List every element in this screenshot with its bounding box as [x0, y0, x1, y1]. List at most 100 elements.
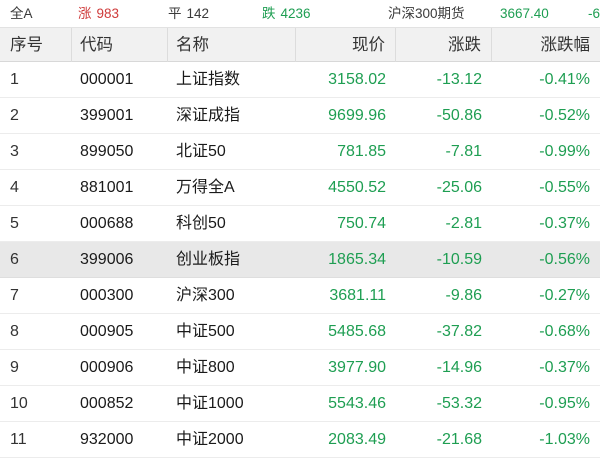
advancers-label: 涨: [78, 6, 92, 21]
cell-price: 2083.49: [328, 430, 386, 448]
cell-price: 3158.02: [328, 70, 386, 88]
cell-index: 4: [10, 178, 19, 196]
column-header-index[interactable]: 序号: [0, 27, 72, 62]
cell-code: 899050: [80, 142, 134, 160]
cell-code: 000001: [80, 70, 134, 88]
cell-index: 7: [10, 286, 19, 304]
cell-change: -50.86: [436, 106, 482, 124]
cell-percent: -0.55%: [539, 178, 590, 196]
column-header-price[interactable]: 现价: [296, 27, 396, 62]
cell-code: 000905: [80, 322, 134, 340]
futures-change: -6: [588, 6, 600, 21]
decliners-label: 跌: [262, 6, 276, 21]
cell-code: 881001: [80, 178, 134, 196]
cell-percent: -0.41%: [539, 70, 590, 88]
cell-name: 北证50: [176, 142, 226, 160]
futures-value: 3667.40: [500, 6, 549, 21]
cell-price: 1865.34: [328, 250, 386, 268]
table-row[interactable]: 1 000001 上证指数 3158.02 -13.12 -0.41%: [0, 62, 600, 98]
decliners-count: 4236: [280, 6, 311, 21]
cell-percent: -0.37%: [539, 358, 590, 376]
cell-code: 000688: [80, 214, 134, 232]
cell-change: -2.81: [445, 214, 482, 232]
cell-name: 万得全A: [176, 178, 235, 196]
column-header-percent[interactable]: 涨跌幅: [540, 35, 591, 54]
cell-price: 3977.90: [328, 358, 386, 376]
cell-price: 9699.96: [328, 106, 386, 124]
cell-change: -9.86: [445, 286, 482, 304]
table-row[interactable]: 11 932000 中证2000 2083.49 -21.68 -1.03%: [0, 422, 600, 458]
table-row[interactable]: 5 000688 科创50 750.74 -2.81 -0.37%: [0, 206, 600, 242]
cell-change: -7.81: [445, 142, 482, 160]
cell-percent: -0.52%: [539, 106, 590, 124]
cell-change: -53.32: [436, 394, 482, 412]
cell-change: -14.96: [436, 358, 482, 376]
status-futures-change: -6: [588, 0, 600, 27]
table-row[interactable]: 8 000905 中证500 5485.68 -37.82 -0.68%: [0, 314, 600, 350]
cell-name: 上证指数: [176, 70, 241, 88]
cell-index: 9: [10, 358, 19, 376]
cell-index: 5: [10, 214, 19, 232]
status-futures-name[interactable]: 沪深300期货: [388, 0, 465, 27]
cell-price: 5485.68: [328, 322, 386, 340]
advancers-count: 983: [96, 6, 120, 21]
cell-change: -21.68: [436, 430, 482, 448]
cell-change: -25.06: [436, 178, 482, 196]
market-scope-label: 全A: [10, 6, 33, 21]
cell-percent: -0.56%: [539, 250, 590, 268]
cell-price: 750.74: [337, 214, 386, 232]
unchanged-count: 142: [186, 6, 210, 21]
table-row[interactable]: 7 000300 沪深300 3681.11 -9.86 -0.27%: [0, 278, 600, 314]
cell-change: -13.12: [436, 70, 482, 88]
cell-index: 11: [10, 430, 27, 448]
table-row[interactable]: 4 881001 万得全A 4550.52 -25.06 -0.55%: [0, 170, 600, 206]
status-futures-value: 3667.40: [500, 0, 549, 27]
table-row[interactable]: 10 000852 中证1000 5543.46 -53.32 -0.95%: [0, 386, 600, 422]
table-header-row: 序号 代码 名称 现价 涨跌 涨跌幅: [0, 27, 600, 62]
cell-percent: -0.95%: [539, 394, 590, 412]
cell-code: 399001: [80, 106, 134, 124]
table-row[interactable]: 2 399001 深证成指 9699.96 -50.86 -0.52%: [0, 98, 600, 134]
column-header-change[interactable]: 涨跌: [396, 27, 492, 62]
table-row-selected[interactable]: 6 399006 创业板指 1865.34 -10.59 -0.56%: [0, 242, 600, 278]
cell-name: 深证成指: [176, 106, 241, 124]
cell-change: -10.59: [436, 250, 482, 268]
market-status-bar: 全A 涨 983 平 142 跌 4236 沪深300期货 3667.40 -6: [0, 0, 600, 28]
cell-index: 2: [10, 106, 19, 124]
cell-price: 5543.46: [328, 394, 386, 412]
index-quote-table: 序号 代码 名称 现价 涨跌 涨跌幅 1 000001 上证指数 3158.02…: [0, 27, 600, 458]
cell-code: 932000: [80, 430, 134, 448]
cell-name: 中证800: [176, 358, 235, 376]
cell-percent: -1.03%: [539, 430, 590, 448]
cell-percent: -0.68%: [539, 322, 590, 340]
cell-index: 6: [10, 250, 19, 268]
futures-label: 沪深300期货: [388, 6, 465, 21]
cell-index: 1: [10, 70, 19, 88]
cell-code: 399006: [80, 250, 134, 268]
cell-name: 中证500: [176, 322, 235, 340]
cell-name: 科创50: [176, 214, 226, 232]
cell-code: 000906: [80, 358, 134, 376]
status-advancers[interactable]: 涨 983: [78, 0, 119, 27]
cell-name: 沪深300: [176, 286, 235, 304]
table-row[interactable]: 9 000906 中证800 3977.90 -14.96 -0.37%: [0, 350, 600, 386]
status-decliners[interactable]: 跌 4236: [262, 0, 311, 27]
cell-index: 3: [10, 142, 19, 160]
cell-name: 创业板指: [176, 250, 241, 268]
cell-code: 000300: [80, 286, 134, 304]
table-row[interactable]: 3 899050 北证50 781.85 -7.81 -0.99%: [0, 134, 600, 170]
cell-percent: -0.27%: [539, 286, 590, 304]
cell-index: 8: [10, 322, 19, 340]
cell-price: 4550.52: [328, 178, 386, 196]
cell-name: 中证2000: [176, 430, 244, 448]
status-unchanged[interactable]: 平 142: [168, 0, 209, 27]
cell-change: -37.82: [436, 322, 482, 340]
column-header-name[interactable]: 名称: [168, 27, 296, 62]
cell-percent: -0.37%: [539, 214, 590, 232]
cell-code: 000852: [80, 394, 134, 412]
column-header-code[interactable]: 代码: [72, 27, 168, 62]
unchanged-label: 平: [168, 6, 182, 21]
cell-name: 中证1000: [176, 394, 244, 412]
status-market-scope[interactable]: 全A: [10, 0, 33, 27]
cell-percent: -0.99%: [539, 142, 590, 160]
